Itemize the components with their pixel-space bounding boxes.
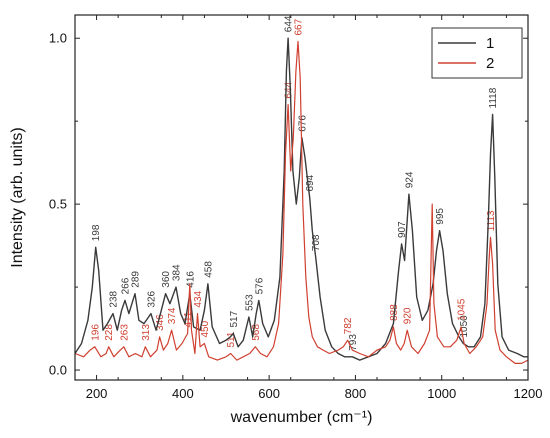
peak-label-series-2: 667 <box>294 18 305 35</box>
peak-label-series-2: 346 <box>155 314 166 331</box>
peak-label-series-1: 416 <box>185 271 196 288</box>
series-line-1 <box>74 37 528 361</box>
x-tick-label: 600 <box>258 386 280 401</box>
x-tick-label: 1000 <box>427 386 456 401</box>
spectra-lines <box>74 37 529 364</box>
peak-label-series-2: 568 <box>251 324 262 341</box>
peak-label-series-2: 1113 <box>486 210 497 231</box>
y-axis-title: Intensity (arb. units) <box>9 127 26 268</box>
peak-label-series-1: 708 <box>311 234 322 251</box>
legend: 1 2 <box>431 27 523 79</box>
y-tick-label: 0.0 <box>49 363 67 378</box>
plot-frame <box>74 14 529 381</box>
axis-ticks: 200 400 600 800 1000 1200 0.0 0.5 1.0 <box>49 15 543 401</box>
peak-label-series-1: 266 <box>121 277 132 294</box>
peak-label-series-1: 238 <box>109 290 120 307</box>
peak-label-series-1: 198 <box>91 224 102 241</box>
peak-label-series-2: 434 <box>193 290 204 307</box>
legend-label-series-1: 1 <box>486 35 494 52</box>
peak-label-series-2: 313 <box>141 324 152 341</box>
peak-label-series-1: 924 <box>404 171 415 188</box>
peak-label-series-1: 458 <box>203 261 214 278</box>
peak-label-series-1: 360 <box>161 271 172 288</box>
peak-label-series-1: 907 <box>397 221 408 238</box>
legend-box <box>431 27 523 79</box>
peak-label-series-1: 384 <box>172 264 183 281</box>
peak-label-series-2: 644 <box>284 81 295 98</box>
peak-label-series-2: 263 <box>119 324 130 341</box>
peak-label-series-1: 289 <box>131 271 142 288</box>
peak-label-series-1: 553 <box>244 294 255 311</box>
series-line-2 <box>74 40 529 364</box>
peak-label-series-1: 326 <box>146 290 157 307</box>
x-axis-title: wavenumber (cm⁻¹) <box>230 409 373 426</box>
peak-label-series-1: 1118 <box>488 87 499 108</box>
y-tick-label: 1.0 <box>49 31 67 46</box>
peak-label-series-2: 782 <box>343 317 354 334</box>
peak-label-series-2: 228 <box>104 324 115 341</box>
peak-label-series-1: 694 <box>305 174 316 191</box>
peak-label-series-1: 1050 <box>459 315 470 338</box>
legend-label-series-2: 2 <box>486 55 494 72</box>
peak-label-series-1: 995 <box>435 208 446 225</box>
peak-label-series-2: 374 <box>167 307 178 324</box>
peak-label-series-2: 920 <box>403 307 414 324</box>
x-tick-label: 200 <box>86 386 108 401</box>
peak-label-series-1: 576 <box>254 277 265 294</box>
x-tick-label: 400 <box>172 386 194 401</box>
peak-label-series-2: 450 <box>200 320 211 337</box>
peak-label-series-1: 793 <box>348 334 359 351</box>
peak-label-series-2: 1045 <box>457 298 468 321</box>
peak-label-series-1: 676 <box>297 115 308 132</box>
peak-label-series-2: 196 <box>90 324 101 341</box>
x-tick-label: 800 <box>345 386 367 401</box>
y-tick-label: 0.5 <box>49 197 67 212</box>
peak-label-series-2: 511 <box>226 331 237 347</box>
peak-label-series-1: 644 <box>284 15 295 32</box>
x-tick-label: 1200 <box>514 386 543 401</box>
peak-label-series-1: 517 <box>229 310 240 327</box>
